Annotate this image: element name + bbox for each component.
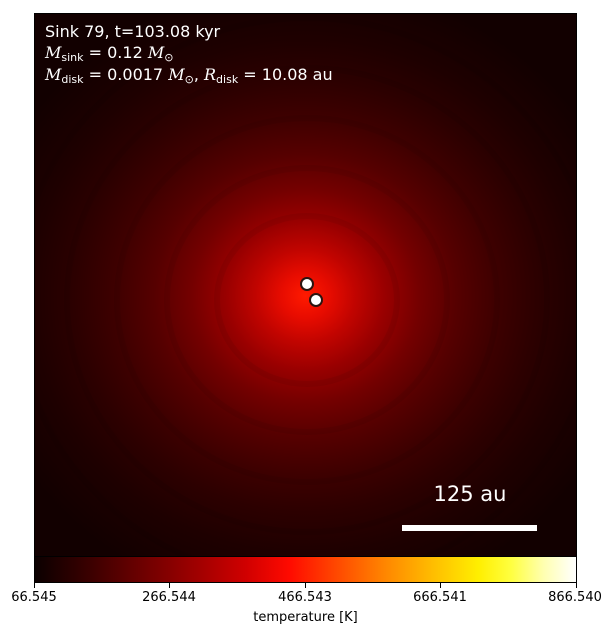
- colorbar-tick-label-0: 66.545: [11, 590, 57, 605]
- disk-mass-subscript: disk: [61, 73, 84, 86]
- sink-mass-line: Msink = 0.12 M⊙: [45, 42, 173, 68]
- disk-radius-value: = 10.08: [243, 65, 308, 84]
- scale-bar-label: 125 au: [433, 482, 507, 506]
- scale-bar: [402, 525, 537, 531]
- disk-separator: ,: [193, 65, 199, 84]
- disk-radius-subscript: disk: [216, 73, 239, 86]
- solar-mass-symbol: M: [147, 43, 165, 62]
- disk-radius-symbol: R: [204, 65, 217, 84]
- disk-line: Mdisk = 0.0017 M⊙, Rdisk = 10.08 au: [45, 64, 333, 90]
- colorbar-label: temperature [K]: [253, 610, 358, 625]
- disk-radius-unit: au: [312, 65, 333, 84]
- sink-mass-value: = 0.12: [88, 43, 143, 62]
- colorbar-tick-4: [576, 583, 577, 588]
- colorbar-tick-label-4: 866.540: [548, 590, 602, 605]
- temperature-colorbar: [34, 556, 577, 583]
- colorbar-tick-3: [440, 583, 441, 588]
- sink-title: Sink 79, t=103.08 kyr: [45, 22, 221, 41]
- temperature-map-panel: Sink 79, t=103.08 kyr Msink = 0.12 M⊙ Md…: [34, 13, 577, 556]
- colorbar-tick-1: [169, 583, 170, 588]
- colorbar-tick-label-2: 466.543: [278, 590, 332, 605]
- sink-marker-primary: [300, 277, 314, 291]
- disk-mass-unit-subscript: ⊙: [184, 73, 194, 86]
- solar-subscript: ⊙: [164, 51, 174, 64]
- sink-mass-subscript: sink: [61, 51, 84, 64]
- colorbar-tick-0: [34, 583, 35, 588]
- disk-mass-symbol: M: [45, 65, 62, 84]
- sink-marker-secondary: [309, 293, 323, 307]
- sink-mass-symbol: M: [45, 43, 62, 62]
- disk-mass-unit-symbol: M: [168, 65, 185, 84]
- colorbar-tick-label-3: 666.541: [413, 590, 467, 605]
- colorbar-tick-2: [305, 583, 306, 588]
- colorbar-tick-label-1: 266.544: [142, 590, 196, 605]
- disk-mass-value: = 0.0017: [88, 65, 164, 84]
